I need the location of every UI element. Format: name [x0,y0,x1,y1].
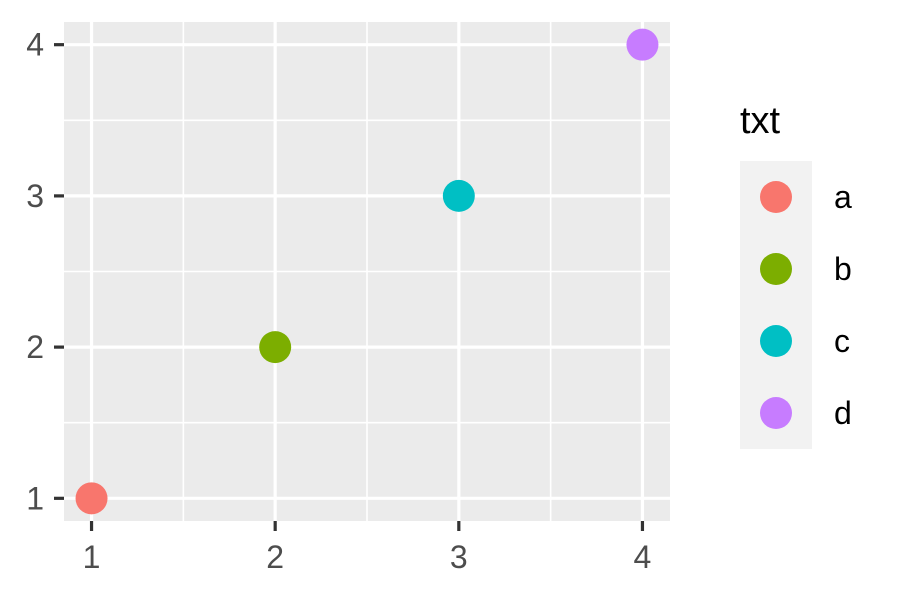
legend-key-a [760,181,792,213]
legend-label-b: b [834,251,852,287]
legend-key-d [760,397,792,429]
legend-key-c [760,325,792,357]
data-point-d [626,28,659,61]
x-tick-label-3: 4 [634,539,652,575]
grid-layer [64,22,670,521]
y-tick-label-3: 4 [26,27,44,63]
legend-label-c: c [834,323,850,359]
x-tick-label-0: 1 [83,539,101,575]
legend-key-b [760,253,792,285]
y-tick-label-2: 3 [26,178,44,214]
legend-title: txt [740,100,781,142]
x-tick-label-2: 3 [450,539,468,575]
data-point-a [75,482,108,515]
x-tick-label-1: 2 [266,539,284,575]
data-point-b [259,331,292,364]
data-point-c [442,179,475,212]
point-layer [75,28,659,515]
legend-label-a: a [834,179,852,215]
y-tick-label-0: 1 [26,480,44,516]
y-tick-label-1: 2 [26,329,44,365]
legend-label-d: d [834,395,852,431]
axis-layer: 1 2 3 4 1 2 3 4 [26,27,651,575]
